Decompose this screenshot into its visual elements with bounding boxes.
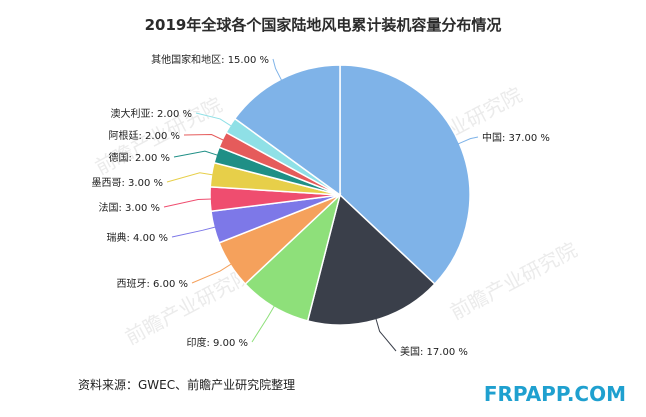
chart-title: 2019年全球各个国家陆地风电累计装机容量分布情况 [144,16,502,34]
leader-line [457,136,479,145]
slice-label: 阿根廷: 2.00 % [109,129,181,142]
slice-label: 其他国家和地区: 15.00 % [151,53,269,66]
leader-line [163,198,213,208]
slice-labels: 中国: 37.00 % 美国: 17.00 % 印度: 9.00 % 西班牙: 6.0… [92,53,550,358]
pie-slices [209,64,471,326]
watermark-text: 前瞻产业研究院 [446,237,581,324]
slice-label: 法国: 3.00 % [99,201,161,214]
leader-line [183,134,225,141]
leader-line [171,226,217,238]
watermark-text: 前瞻产业研究院 [121,262,256,349]
leader-line [195,112,233,127]
source-note: 资料来源：GWEC、前瞻产业研究院整理 [78,378,296,392]
slice-label: 印度: 9.00 % [187,336,249,349]
slice-label: 西班牙: 6.00 % [117,278,189,290]
leader-line [272,58,283,82]
slice-label: 中国: 37.00 % [482,131,550,144]
leader-line [375,317,397,352]
slice-label: 澳大利亚: 2.00 % [111,107,193,120]
slice-label: 墨西哥: 3.00 % [92,177,164,189]
leader-line [251,304,276,343]
leader-line [166,172,214,183]
leader-line [191,263,233,284]
site-watermark: FRPAPP.COM [483,382,626,406]
slice-label: 美国: 17.00 % [400,345,468,358]
slice-label: 瑞典: 4.00 % [107,231,169,244]
leader-line [173,150,219,158]
slice-label: 德国: 2.00 % [109,151,171,164]
leader-lines [163,58,479,352]
